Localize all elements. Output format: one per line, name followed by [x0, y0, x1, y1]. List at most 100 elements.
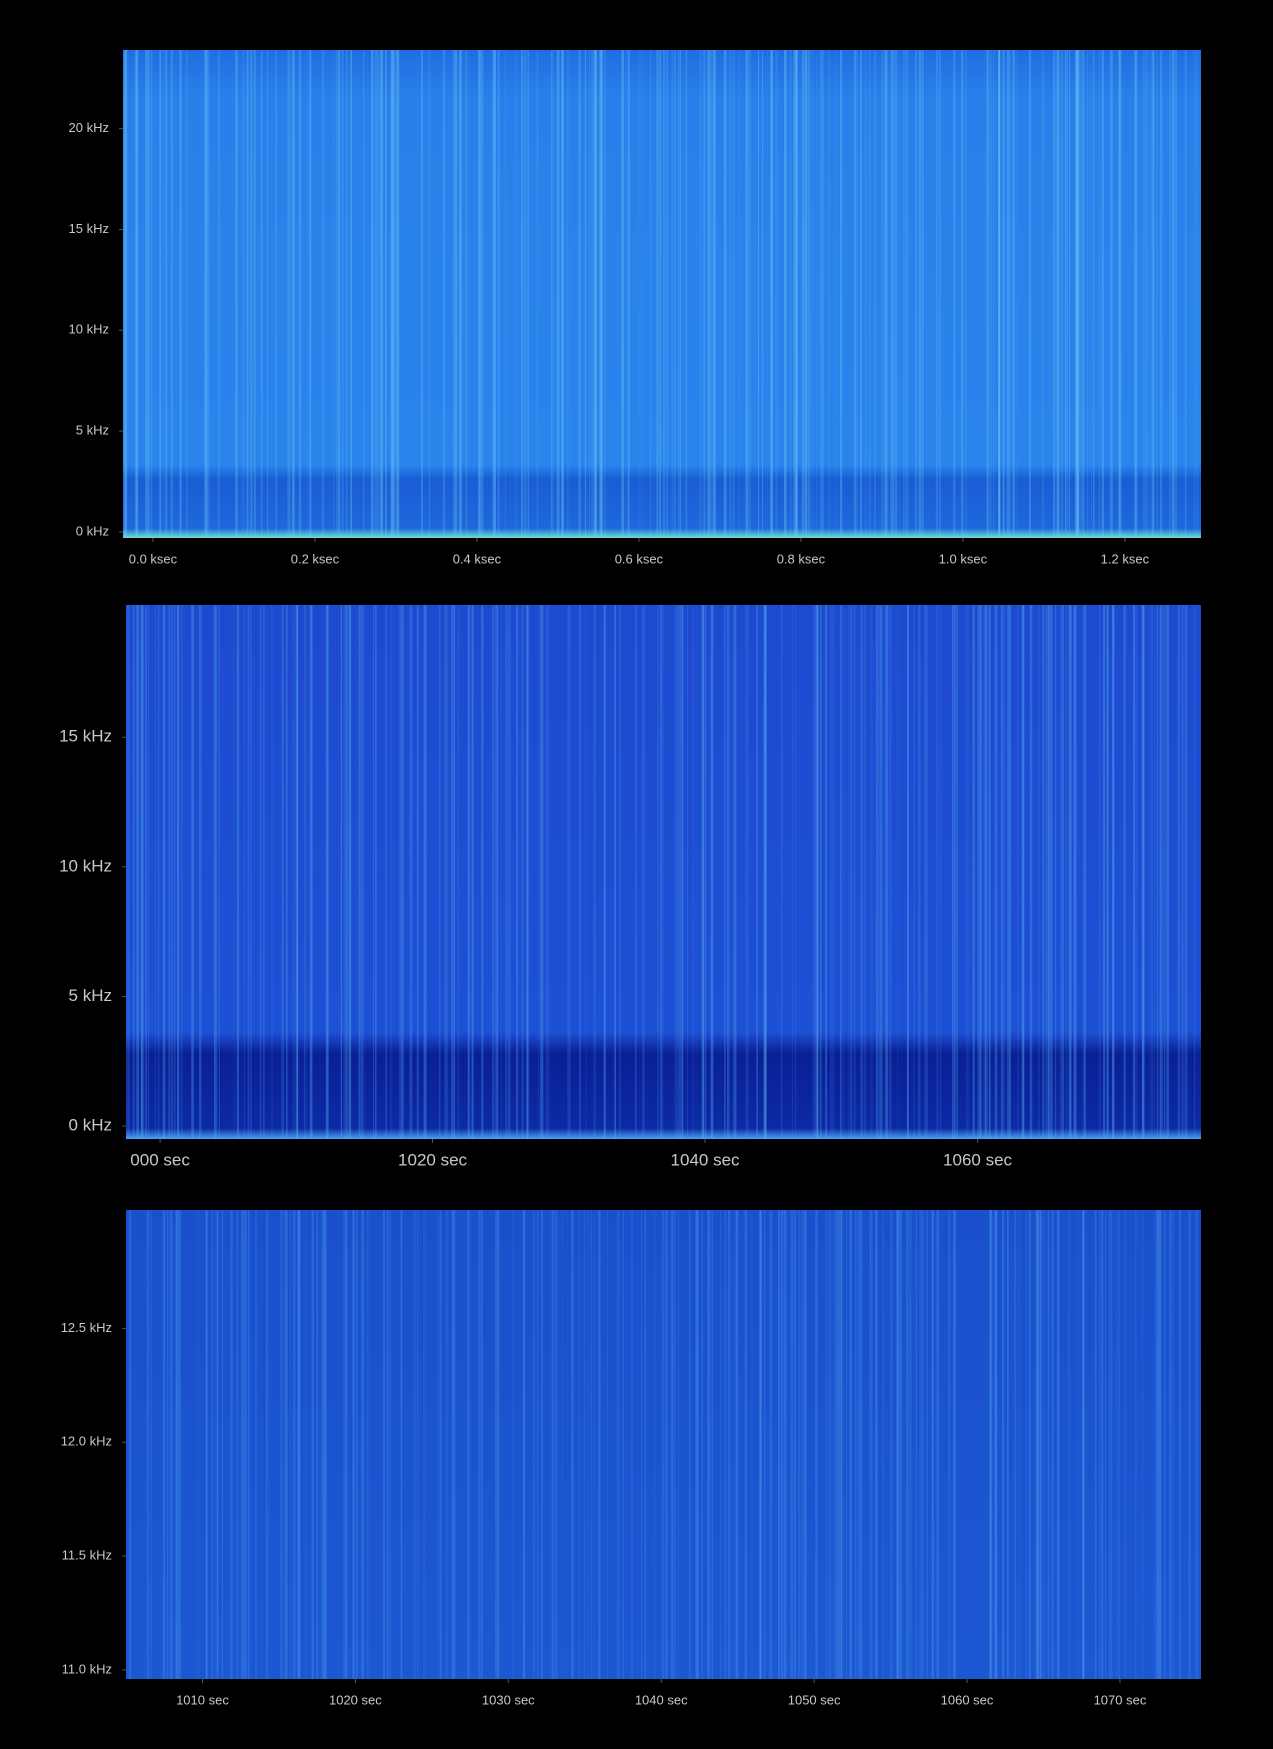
noise-streak — [708, 50, 711, 538]
noise-streak — [459, 50, 462, 538]
noise-streak — [1115, 50, 1117, 538]
noise-streak — [869, 50, 872, 538]
noise-streak — [1141, 605, 1145, 1139]
noise-streak — [606, 1210, 609, 1679]
noise-streak — [828, 1210, 830, 1679]
noise-streak — [374, 50, 378, 538]
noise-streak — [336, 50, 338, 538]
x-tick-label: 1040 sec — [671, 1150, 740, 1169]
noise-streak — [1142, 50, 1145, 538]
noise-streak — [154, 605, 156, 1139]
noise-streak — [764, 605, 766, 1139]
noise-streak — [644, 1210, 647, 1679]
noise-streak — [284, 1210, 287, 1679]
noise-streak — [205, 50, 208, 538]
noise-streak — [1106, 1210, 1108, 1679]
noise-streak — [1076, 50, 1079, 538]
noise-streak — [1106, 605, 1108, 1139]
noise-streak — [699, 50, 702, 538]
noise-streak — [1109, 50, 1113, 538]
noise-streak — [279, 1210, 283, 1679]
noise-streak — [453, 605, 455, 1139]
noise-streak — [124, 50, 127, 538]
noise-streak — [457, 605, 460, 1139]
noise-streak — [571, 1210, 574, 1679]
noise-streak — [892, 50, 894, 538]
noise-streak — [1134, 50, 1137, 538]
noise-streak — [1160, 50, 1163, 538]
noise-streak — [541, 605, 544, 1139]
noise-streak — [551, 50, 552, 538]
noise-streak — [349, 605, 352, 1139]
noise-streak — [561, 1210, 564, 1679]
noise-streak — [822, 50, 824, 538]
noise-streak — [836, 1210, 838, 1679]
noise-streak — [297, 1210, 300, 1679]
noise-streak — [1029, 605, 1031, 1139]
noise-streak — [1172, 1210, 1175, 1679]
noise-streak — [819, 50, 822, 538]
noise-streak — [468, 1210, 470, 1679]
noise-streak — [770, 50, 774, 538]
noise-streak — [726, 605, 728, 1139]
noise-streak — [1159, 1210, 1162, 1679]
noise-streak — [665, 1210, 668, 1679]
x-tick-label: 1.0 ksec — [939, 551, 988, 566]
noise-streak — [552, 50, 554, 538]
noise-streak — [281, 605, 285, 1139]
noise-streak — [642, 605, 644, 1139]
noise-streak — [801, 1210, 804, 1679]
noise-streak — [676, 605, 680, 1139]
noise-streak — [323, 1210, 326, 1679]
noise-streak — [847, 605, 851, 1139]
noise-streak — [1194, 605, 1196, 1139]
noise-streak — [720, 1210, 722, 1679]
noise-streak — [603, 605, 607, 1139]
noise-streak — [849, 1210, 853, 1679]
noise-streak — [1151, 50, 1155, 538]
noise-streak — [132, 605, 134, 1139]
noise-streak — [1030, 605, 1033, 1139]
noise-streak — [1136, 605, 1138, 1139]
noise-streak — [906, 605, 909, 1139]
noise-streak — [333, 50, 335, 538]
noise-streak — [374, 605, 377, 1139]
noise-streak — [794, 1210, 797, 1679]
noise-streak — [214, 605, 215, 1139]
noise-streak — [1000, 605, 1002, 1139]
noise-streak — [414, 1210, 416, 1679]
noise-streak — [763, 1210, 766, 1679]
noise-streak — [216, 1210, 219, 1679]
noise-streak — [816, 605, 819, 1139]
noise-streak — [373, 605, 374, 1139]
noise-streak — [802, 50, 805, 538]
noise-streak — [1103, 605, 1105, 1139]
noise-streak — [1070, 605, 1072, 1139]
noise-streak — [437, 1210, 439, 1679]
noise-streak — [1082, 1210, 1085, 1679]
noise-streak — [696, 1210, 699, 1679]
noise-streak — [1068, 605, 1072, 1139]
x-tick-label: 0.2 ksec — [291, 551, 340, 566]
noise-streak — [859, 1210, 861, 1679]
noise-streak — [162, 1210, 164, 1679]
noise-streak — [1152, 50, 1155, 538]
noise-streak — [931, 1210, 934, 1679]
noise-streak — [1057, 1210, 1059, 1679]
noise-streak — [320, 1210, 324, 1679]
noise-streak — [1017, 605, 1020, 1139]
noise-streak — [523, 1210, 526, 1679]
noise-streak — [825, 605, 828, 1139]
noise-streak — [886, 50, 889, 538]
noise-streak — [169, 1210, 173, 1679]
spectrogram-panel: 0 kHz 5 kHz 10 kHz 15 kHz 000 sec 1020 sec 104… — [59, 605, 1201, 1169]
noise-streak — [1028, 1210, 1031, 1679]
noise-streak — [1021, 605, 1025, 1139]
noise-streak — [1039, 1210, 1042, 1679]
noise-streak — [701, 605, 704, 1139]
noise-streak — [470, 1210, 472, 1679]
x-tick-label: 1020 sec — [398, 1150, 467, 1169]
noise-streak — [1008, 605, 1011, 1139]
noise-streak — [1101, 1210, 1104, 1679]
noise-streak — [801, 50, 804, 538]
